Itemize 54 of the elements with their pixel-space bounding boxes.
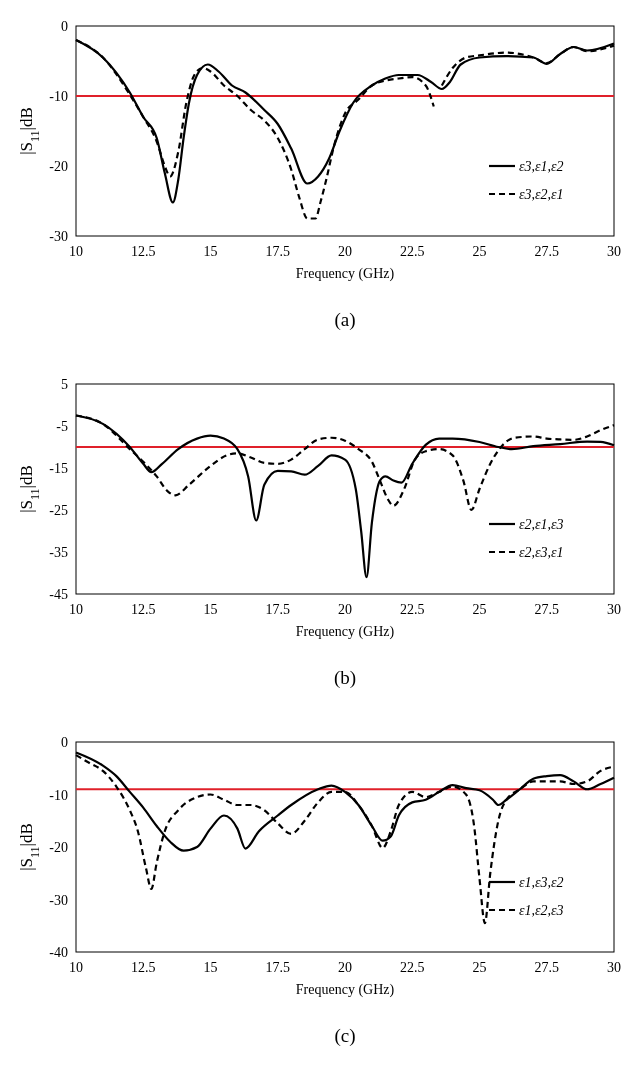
x-tick-label: 27.5 <box>534 244 559 259</box>
y-tick-label: 0 <box>61 19 68 34</box>
y-tick-label: -10 <box>49 89 68 104</box>
x-tick-label: 17.5 <box>265 960 290 975</box>
y-tick-label: -10 <box>49 787 68 803</box>
legend-label: ε1,ε3,ε2 <box>519 875 564 890</box>
x-tick-label: 20 <box>338 602 352 617</box>
x-tick-label: 10 <box>69 244 83 259</box>
text: (b) <box>333 667 357 689</box>
x-tick-label: 15 <box>203 602 218 617</box>
x-tick-label: 15 <box>203 960 218 975</box>
x-tick-label: 17.5 <box>265 244 290 259</box>
x-tick-label: 20 <box>338 244 352 259</box>
x-tick-label: 10 <box>69 602 83 617</box>
x-tick-label: 30 <box>607 960 621 975</box>
y-tick-label: -20 <box>49 159 68 174</box>
x-tick-label: 27.5 <box>534 602 559 617</box>
legend-label: ε3,ε2,ε1 <box>519 187 564 202</box>
y-tick-label: -15 <box>49 461 68 476</box>
x-axis-title: Frequency (GHz) <box>295 982 395 998</box>
legend-label: ε1,ε2,ε3 <box>519 903 564 918</box>
x-tick-label: 30 <box>607 244 621 259</box>
y-tick-label: -45 <box>49 587 68 602</box>
y-tick-label: -20 <box>49 840 68 855</box>
y-tick-label: 0 <box>61 735 68 750</box>
legend-label: ε3,ε1,ε2 <box>519 159 564 174</box>
y-tick-label: -40 <box>49 945 68 960</box>
y-tick-label: -30 <box>49 229 68 244</box>
x-tick-label: 22.5 <box>400 960 425 975</box>
x-tick-label: 20 <box>338 960 352 975</box>
x-tick-label: 25 <box>472 602 487 617</box>
text: (a) <box>334 309 356 331</box>
x-axis-title: Frequency (GHz) <box>295 624 395 640</box>
legend-label: ε2,ε3,ε1 <box>519 545 564 560</box>
x-tick-label: 12.5 <box>131 960 156 975</box>
x-tick-label: 12.5 <box>131 244 156 259</box>
x-tick-label: 22.5 <box>400 244 425 259</box>
x-tick-label: 15 <box>203 244 218 259</box>
x-tick-label: 25 <box>472 960 487 975</box>
y-tick-label: -25 <box>49 503 68 518</box>
x-tick-label: 12.5 <box>131 602 156 617</box>
y-tick-label: 5 <box>61 377 68 392</box>
y-tick-label: -5 <box>56 419 68 434</box>
y-tick-label: -30 <box>49 892 68 908</box>
legend-label: ε2,ε1,ε3 <box>519 517 564 532</box>
x-tick-label: 27.5 <box>534 960 559 975</box>
text: (c) <box>334 1025 356 1047</box>
x-tick-label: 17.5 <box>265 602 290 617</box>
x-tick-label: 25 <box>472 244 487 259</box>
x-axis-title: Frequency (GHz) <box>295 266 395 282</box>
x-tick-label: 10 <box>69 960 83 975</box>
y-tick-label: -35 <box>49 545 68 560</box>
x-tick-label: 22.5 <box>400 602 425 617</box>
x-tick-label: 30 <box>607 602 621 617</box>
